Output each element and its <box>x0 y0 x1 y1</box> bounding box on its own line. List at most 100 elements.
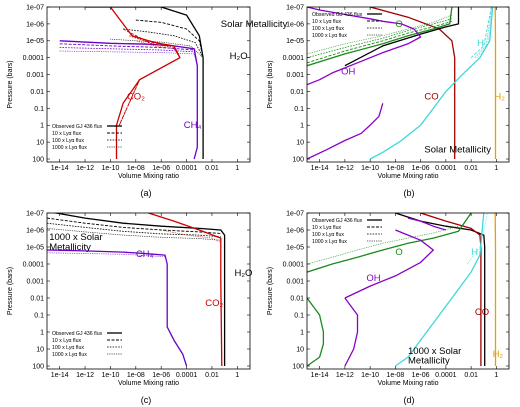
x-tick-label: 0.01 <box>464 165 478 172</box>
panel-caption: (b) <box>404 188 415 198</box>
series-line-h <box>470 7 492 59</box>
y-tick-label: 10 <box>296 140 304 147</box>
series-line-o <box>307 225 459 265</box>
y-tick-label: 1e-06 <box>286 21 304 28</box>
annotation-label: Metallicity <box>408 355 450 366</box>
legend-label: 100 x Lyα flux <box>52 138 84 144</box>
series-line-ch4 <box>59 47 198 66</box>
y-tick-label: 1e-07 <box>26 210 44 217</box>
series-line-h2o <box>344 7 460 67</box>
series-line-h2o <box>135 19 204 58</box>
series-group <box>307 213 497 367</box>
series-line-h <box>395 213 485 367</box>
series-line-co <box>369 7 456 159</box>
x-tick-label: 1e-10 <box>361 165 379 172</box>
annotation-label: CO₂ <box>205 298 223 309</box>
y-tick-label: 10 <box>36 140 44 147</box>
annotation-label: CO₂ <box>127 92 145 103</box>
y-tick-label: 1e-06 <box>286 227 304 234</box>
panel-caption: (c) <box>141 395 152 405</box>
y-tick-label: 0.01 <box>290 89 304 96</box>
series-line-co2 <box>148 213 223 367</box>
legend-label: 1000 x Lyα flux <box>312 33 347 39</box>
legend-label: 100 x Lyα flux <box>312 26 344 32</box>
legend-label: 1000 x Lyα flux <box>312 239 347 245</box>
y-tick-label: 0.01 <box>30 295 44 302</box>
legend-label: Observed GJ 436 flux <box>52 124 103 130</box>
annotation-label: O <box>395 19 402 30</box>
x-tick-label: 1e-06 <box>152 165 170 172</box>
y-tick-label: 1 <box>300 329 304 336</box>
x-tick-label: 1e-06 <box>412 165 430 172</box>
y-axis-label: Pressure (bars) <box>7 267 14 315</box>
y-tick-label: 0.01 <box>290 295 304 302</box>
plot-frame <box>46 6 251 163</box>
annotation-label: CH₄ <box>136 249 154 260</box>
annotation-label: 1000 x Solar <box>49 232 102 243</box>
x-tick-label: 1e-06 <box>152 372 170 379</box>
series-line-h2o <box>47 217 221 234</box>
panel-b: 1e-14 1e-12 1e-10 1e-08 1e-06 0.0001 0.01 1 1e-0… <box>267 4 510 198</box>
panel-a: 1e-14 1e-12 1e-10 1e-08 1e-06 0.0001 0.01 1 1e-0… <box>7 4 288 198</box>
plot-frame <box>46 212 251 370</box>
legend-label: 1000 x Lyα flux <box>52 352 87 358</box>
y-tick-label: 0.0001 <box>23 55 45 62</box>
y-tick-label: 0.0001 <box>283 261 305 268</box>
y-tick-label: 100 <box>32 363 44 370</box>
x-tick-label: 0.0001 <box>435 372 457 379</box>
legend-label: 1000 x Lyα flux <box>52 145 87 151</box>
series-line-o <box>307 7 453 67</box>
series-group <box>307 7 497 160</box>
y-tick-label: 0.0001 <box>23 261 45 268</box>
panel-caption: (a) <box>141 188 152 198</box>
x-tick-label: 1 <box>494 165 498 172</box>
y-tick-label: 0.1 <box>294 312 304 319</box>
series-line-o <box>307 20 453 64</box>
annotation-label: CO <box>475 307 489 318</box>
x-tick-label: 1e-12 <box>336 372 354 379</box>
annotation-label: Solar Metallicity <box>424 144 491 155</box>
x-tick-label: 1e-14 <box>311 372 329 379</box>
series-line-h2o <box>47 228 221 241</box>
series-line-co2 <box>118 40 181 126</box>
x-tick-label: 1e-14 <box>51 372 69 379</box>
series-line-ch4 <box>59 43 198 66</box>
panel-caption: (d) <box>404 395 415 405</box>
x-tick-label: 1e-08 <box>127 165 145 172</box>
annotation-label: H <box>471 247 478 258</box>
series-line-ch4 <box>59 50 198 66</box>
x-tick-label: 0.0001 <box>176 372 198 379</box>
series-line-oh <box>344 297 359 367</box>
x-tick-label: 1e-08 <box>386 165 404 172</box>
series-group <box>59 7 204 160</box>
legend-label: 10 x Lyα flux <box>312 225 341 231</box>
series-line-o <box>307 213 472 273</box>
annotation-label: H₂O <box>234 268 252 279</box>
annotation-label: Solar Metallicity <box>221 19 288 30</box>
series-line-co2 <box>109 7 181 159</box>
legend-label: Observed GJ 436 flux <box>52 331 103 337</box>
annotation-label: OH <box>366 273 380 284</box>
series-line-ch4 <box>47 252 166 258</box>
x-tick-label: 1e-10 <box>101 372 119 379</box>
series-line-oh <box>307 7 422 86</box>
x-tick-label: 1e-14 <box>51 165 69 172</box>
series-line-ch4 <box>59 40 198 160</box>
legend-label: 100 x Lyα flux <box>52 345 84 351</box>
x-axis-label: Volume Mixing ratio <box>377 380 438 387</box>
series-line-co2 <box>161 229 220 243</box>
x-tick-label: 1e-06 <box>412 372 430 379</box>
y-tick-label: 0.001 <box>26 72 44 79</box>
x-tick-label: 0.01 <box>464 372 478 379</box>
y-tick-label: 1e-07 <box>26 4 44 11</box>
annotation-label: CH₄ <box>184 120 202 131</box>
y-tick-label: 10 <box>296 346 304 353</box>
series-line-h2o <box>123 28 204 58</box>
series-line-h2o <box>52 213 226 366</box>
y-tick-label: 1e-07 <box>286 210 304 217</box>
y-tick-label: 100 <box>292 363 304 370</box>
y-tick-label: 1e-07 <box>286 4 304 11</box>
